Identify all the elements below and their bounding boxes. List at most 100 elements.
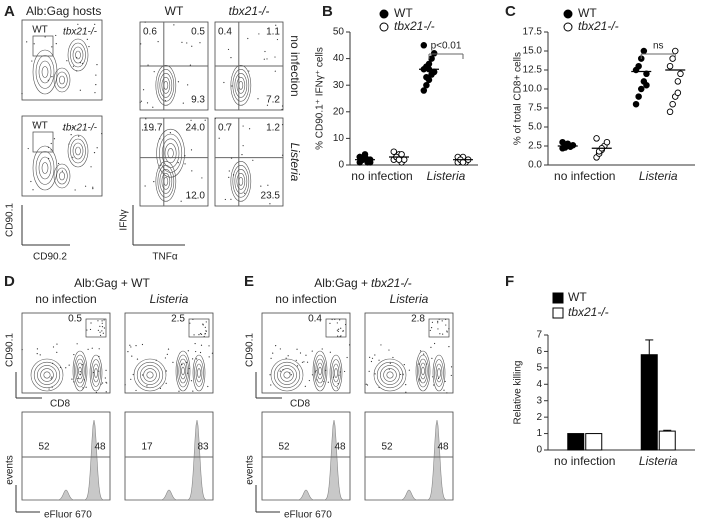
legend-marker (563, 22, 573, 32)
event-dot (446, 330, 448, 332)
event-dot (443, 389, 445, 391)
event-dot (281, 108, 283, 111)
panel-title: Alb:Gag + (314, 276, 368, 290)
legend-marker (552, 292, 564, 304)
event-dot (86, 38, 88, 40)
event-dot (266, 58, 268, 60)
data-point (635, 93, 642, 100)
y-tick-label: 50 (333, 27, 345, 38)
event-dot (423, 353, 425, 355)
contour (178, 358, 188, 384)
event-dot (55, 34, 57, 37)
event-dot (208, 356, 210, 358)
legend-marker (552, 307, 564, 319)
data-point (420, 87, 428, 94)
contour (37, 365, 57, 385)
contour (192, 354, 206, 392)
event-dot (36, 348, 39, 350)
contour (56, 71, 68, 89)
y-tick-label: 40 (333, 53, 345, 64)
contour (53, 67, 71, 93)
axis-label: eFluor 670 (44, 510, 92, 521)
contour (94, 368, 98, 378)
event-dot (204, 333, 206, 335)
event-dot (48, 388, 50, 390)
data-point (643, 81, 650, 89)
column-header: tbx21-/- (229, 4, 270, 18)
event-dot (370, 360, 373, 363)
event-dot (429, 329, 431, 332)
event-dot (73, 353, 75, 356)
event-dot (433, 384, 435, 386)
event-dot (337, 330, 339, 333)
event-dot (21, 93, 23, 95)
event-dot (205, 321, 207, 323)
event-dot (186, 361, 188, 364)
contour (161, 77, 171, 94)
event-dot (159, 138, 161, 140)
x-tick-label: Listeria (427, 169, 466, 183)
contour (76, 362, 84, 380)
panel-letter: E (244, 273, 254, 290)
event-dot (432, 376, 434, 378)
event-dot (65, 367, 67, 369)
data-point (677, 70, 684, 78)
event-dot (50, 149, 52, 151)
event-dot (418, 363, 420, 365)
y-tick-label: 7 (536, 330, 542, 341)
event-dot (86, 329, 88, 331)
event-dot (78, 135, 80, 137)
event-dot (164, 100, 167, 102)
event-dot (57, 162, 60, 165)
plot-frame (214, 117, 284, 207)
event-dot (96, 63, 98, 66)
histogram (262, 419, 350, 501)
gate-value: 2.8 (411, 314, 425, 325)
event-dot (144, 126, 147, 129)
event-dot (437, 320, 439, 322)
event-dot (446, 392, 448, 394)
event-dot (105, 369, 107, 371)
event-dot (258, 33, 260, 35)
quadrant-value: 1.2 (266, 123, 280, 134)
event-dot (50, 142, 52, 145)
gate (428, 318, 450, 338)
event-dot (207, 385, 209, 388)
contour (163, 81, 169, 90)
contour (434, 359, 444, 387)
event-dot (101, 320, 103, 322)
event-dot (336, 329, 339, 331)
event-dot (85, 386, 87, 388)
gate (188, 318, 210, 338)
event-dot (27, 147, 29, 150)
axis-label: TNFα (152, 252, 177, 263)
event-dot (323, 380, 325, 383)
event-dot (392, 356, 394, 359)
event-dot (274, 70, 276, 72)
event-dot (450, 374, 452, 377)
contour (373, 358, 407, 392)
event-dot (187, 350, 189, 352)
quadrant-value: 7.2 (266, 95, 280, 106)
event-dot (228, 176, 230, 178)
contour (53, 163, 71, 189)
contour (155, 65, 177, 106)
event-dot (275, 345, 277, 347)
legend-label: WT (394, 6, 413, 20)
contour (140, 365, 160, 385)
contour (67, 134, 89, 168)
event-dot (257, 98, 259, 100)
y-tick-label: 15.0 (523, 46, 543, 57)
contour (59, 171, 65, 181)
plot-frame (364, 312, 454, 394)
event-dot (76, 56, 78, 59)
contour (179, 362, 187, 380)
event-dot (95, 74, 97, 76)
contour (421, 366, 425, 376)
quadrant-value: 23.5 (261, 191, 281, 202)
contour (437, 368, 441, 378)
event-dot (55, 42, 57, 45)
quadrant-value: 19.7 (143, 123, 163, 134)
event-dot (79, 62, 81, 64)
data-point (430, 50, 438, 57)
